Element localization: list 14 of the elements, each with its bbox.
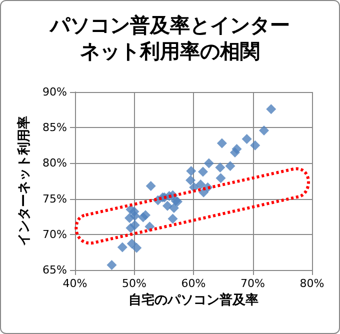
y-axis-title: インターネット利用率 xyxy=(16,116,32,246)
y-tick-label: 65% xyxy=(42,264,67,276)
y-tick-label: 70% xyxy=(42,228,67,241)
y-tick-label: 85% xyxy=(42,121,67,134)
x-tick-label: 50% xyxy=(122,277,146,290)
x-tick-label: 80% xyxy=(300,277,324,290)
x-tick-label: 40% xyxy=(62,277,88,290)
x-axis-title: 自宅のパソコン普及率 xyxy=(128,292,258,308)
y-tick-label: 90% xyxy=(42,86,67,98)
y-tick-label: 75% xyxy=(42,192,67,206)
x-tick-label: 60% xyxy=(181,277,206,290)
y-tick-label: 80% xyxy=(42,156,67,170)
chart-title: パソコン普及率とインターネット利用率の相関 xyxy=(49,13,290,63)
x-tick-label: 70% xyxy=(240,277,265,290)
